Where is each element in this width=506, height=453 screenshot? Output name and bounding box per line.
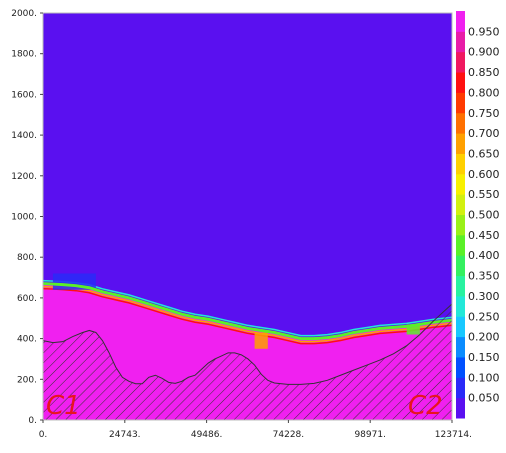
y-tick-label: 800. xyxy=(17,253,37,263)
colorbar-swatch xyxy=(456,153,465,175)
y-tick-label: 1000. xyxy=(11,213,37,223)
colorbar-label: 0.100 xyxy=(468,371,500,384)
colorbar-swatch xyxy=(456,316,465,338)
colorbar-labels: 0.950 0.900 0.850 0.800 0.750 0.700 0.650 0.600… xyxy=(468,25,500,404)
colorbar-label: 0.900 xyxy=(468,46,500,59)
colorbar-swatch xyxy=(456,255,465,277)
interface-transition xyxy=(43,282,452,341)
colorbar-swatch xyxy=(456,356,465,378)
y-tick-label: 0. xyxy=(28,416,37,426)
colorbar-label: 0.350 xyxy=(468,270,500,283)
colorbar-label: 0.300 xyxy=(468,290,500,303)
colorbar-label: 0.850 xyxy=(468,66,500,79)
colorbar-label: 0.600 xyxy=(468,168,500,181)
y-tick-label: 2000. xyxy=(11,9,37,19)
colorbar-swatch xyxy=(456,275,465,297)
colorbar-label: 0.250 xyxy=(468,310,500,323)
y-tick-label: 600. xyxy=(17,294,37,304)
colorbar-label: 0.650 xyxy=(468,147,500,160)
colorbar-swatch xyxy=(456,133,465,154)
bathymetry-hatch xyxy=(43,304,452,420)
colorbar-swatch xyxy=(456,194,465,215)
y-tick-label: 1200. xyxy=(11,172,37,182)
colorbar-swatch xyxy=(456,92,465,114)
plot-area xyxy=(43,13,452,420)
colorbar-swatch xyxy=(456,234,465,256)
interface-band-2 xyxy=(43,287,452,345)
colorbar-label: 0.450 xyxy=(468,229,500,242)
corner-label-c2: C2 xyxy=(408,391,443,421)
colorbar-swatch xyxy=(456,72,465,93)
corner-label-c1: C1 xyxy=(46,391,81,421)
x-tick-label: 49486. xyxy=(191,430,223,440)
colorbar xyxy=(456,11,465,419)
colorbar-label: 0.050 xyxy=(468,392,500,405)
y-tick-label: 1600. xyxy=(11,90,37,100)
colorbar-swatch xyxy=(456,11,465,32)
colorbar-label: 0.550 xyxy=(468,188,500,201)
x-axis-ticks: 0. 24743. 49486. 74228. 98971. 123714. xyxy=(39,420,472,440)
colorbar-label: 0.700 xyxy=(468,127,500,140)
y-tick-label: 400. xyxy=(17,335,37,345)
colorbar-swatch xyxy=(456,173,465,195)
y-axis-ticks: 0. 200. 400. 600. 800. 1000. 1200. 1400. 1600. 18… xyxy=(11,9,43,426)
x-tick-label: 74228. xyxy=(273,430,305,440)
y-tick-label: 1800. xyxy=(11,50,37,60)
interface-band-0 xyxy=(43,279,452,337)
x-tick-label: 98971. xyxy=(354,430,386,440)
y-tick-label: 1400. xyxy=(11,131,37,141)
y-tick-label: 200. xyxy=(17,375,37,385)
noisy-patch-1 xyxy=(254,332,268,349)
noisy-patch-2 xyxy=(406,324,420,335)
colorbar-swatch xyxy=(456,295,465,317)
colorbar-label: 0.150 xyxy=(468,351,500,364)
colorbar-swatch xyxy=(456,31,465,53)
x-tick-label: 24743. xyxy=(109,430,141,440)
interface-band-1 xyxy=(43,285,452,343)
colorbar-label: 0.400 xyxy=(468,249,500,262)
colorbar-swatch xyxy=(456,397,465,419)
colorbar-label: 0.950 xyxy=(468,25,500,38)
colorbar-swatch xyxy=(456,214,465,236)
colorbar-swatch xyxy=(456,51,465,73)
colorbar-swatch xyxy=(456,377,465,399)
colorbar-swatch xyxy=(456,336,465,358)
colorbar-label: 0.800 xyxy=(468,86,500,99)
colorbar-label: 0.500 xyxy=(468,209,500,222)
bathymetry-outline xyxy=(43,303,452,385)
x-tick-label: 0. xyxy=(39,430,48,440)
colorbar-label: 0.200 xyxy=(468,331,500,344)
colorbar-label: 0.750 xyxy=(468,107,500,120)
x-tick-label: 123714. xyxy=(435,430,472,440)
colorbar-swatch xyxy=(456,112,465,134)
